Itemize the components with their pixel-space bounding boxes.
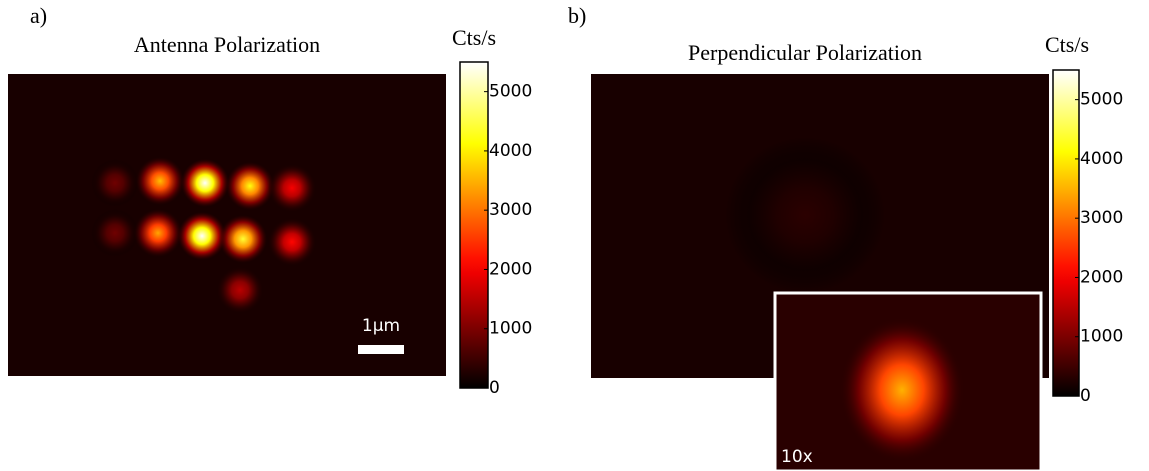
blob	[725, 137, 885, 293]
colorbar-tick-label: 1000	[489, 319, 532, 339]
scale-bar-label: 1µm	[362, 316, 400, 336]
panel-title: Perpendicular Polarization	[688, 40, 922, 65]
panel-label: a)	[30, 3, 47, 28]
spot	[91, 209, 139, 257]
spot	[134, 209, 182, 257]
colorbar-tick-label: 2000	[1080, 267, 1123, 287]
inset-blob	[840, 318, 964, 462]
colorbar-tick-label: 5000	[489, 82, 532, 102]
colorbar-tick-label: 5000	[1080, 90, 1123, 110]
colorbar	[459, 61, 489, 389]
spot	[178, 212, 226, 260]
spot	[136, 157, 184, 205]
spot	[91, 159, 139, 207]
spot	[226, 162, 274, 210]
colorbar-tick-label: 4000	[1080, 149, 1123, 169]
spot	[268, 164, 316, 212]
spot	[216, 266, 264, 314]
colorbar-tick-label: 0	[1080, 386, 1091, 406]
spot	[219, 215, 267, 263]
inset-label: 10x	[781, 447, 813, 467]
colorbar-tick-label: 4000	[489, 141, 532, 161]
panel-title: Antenna Polarization	[134, 32, 320, 57]
colorbar-tick-label: 3000	[1080, 208, 1123, 228]
colorbar-tick-label: 3000	[489, 200, 532, 220]
spot	[181, 159, 229, 207]
colorbar-tick-label: 1000	[1080, 327, 1123, 347]
colorbar-tick-label: 2000	[489, 259, 532, 279]
panel-label: b)	[568, 3, 586, 28]
colorbar	[1052, 69, 1080, 397]
colorbar-tick-label: 0	[489, 378, 500, 398]
spot	[268, 218, 316, 266]
colorbar-label: Cts/s	[452, 25, 496, 50]
scale-bar	[358, 345, 404, 354]
colorbar-label: Cts/s	[1045, 32, 1089, 57]
